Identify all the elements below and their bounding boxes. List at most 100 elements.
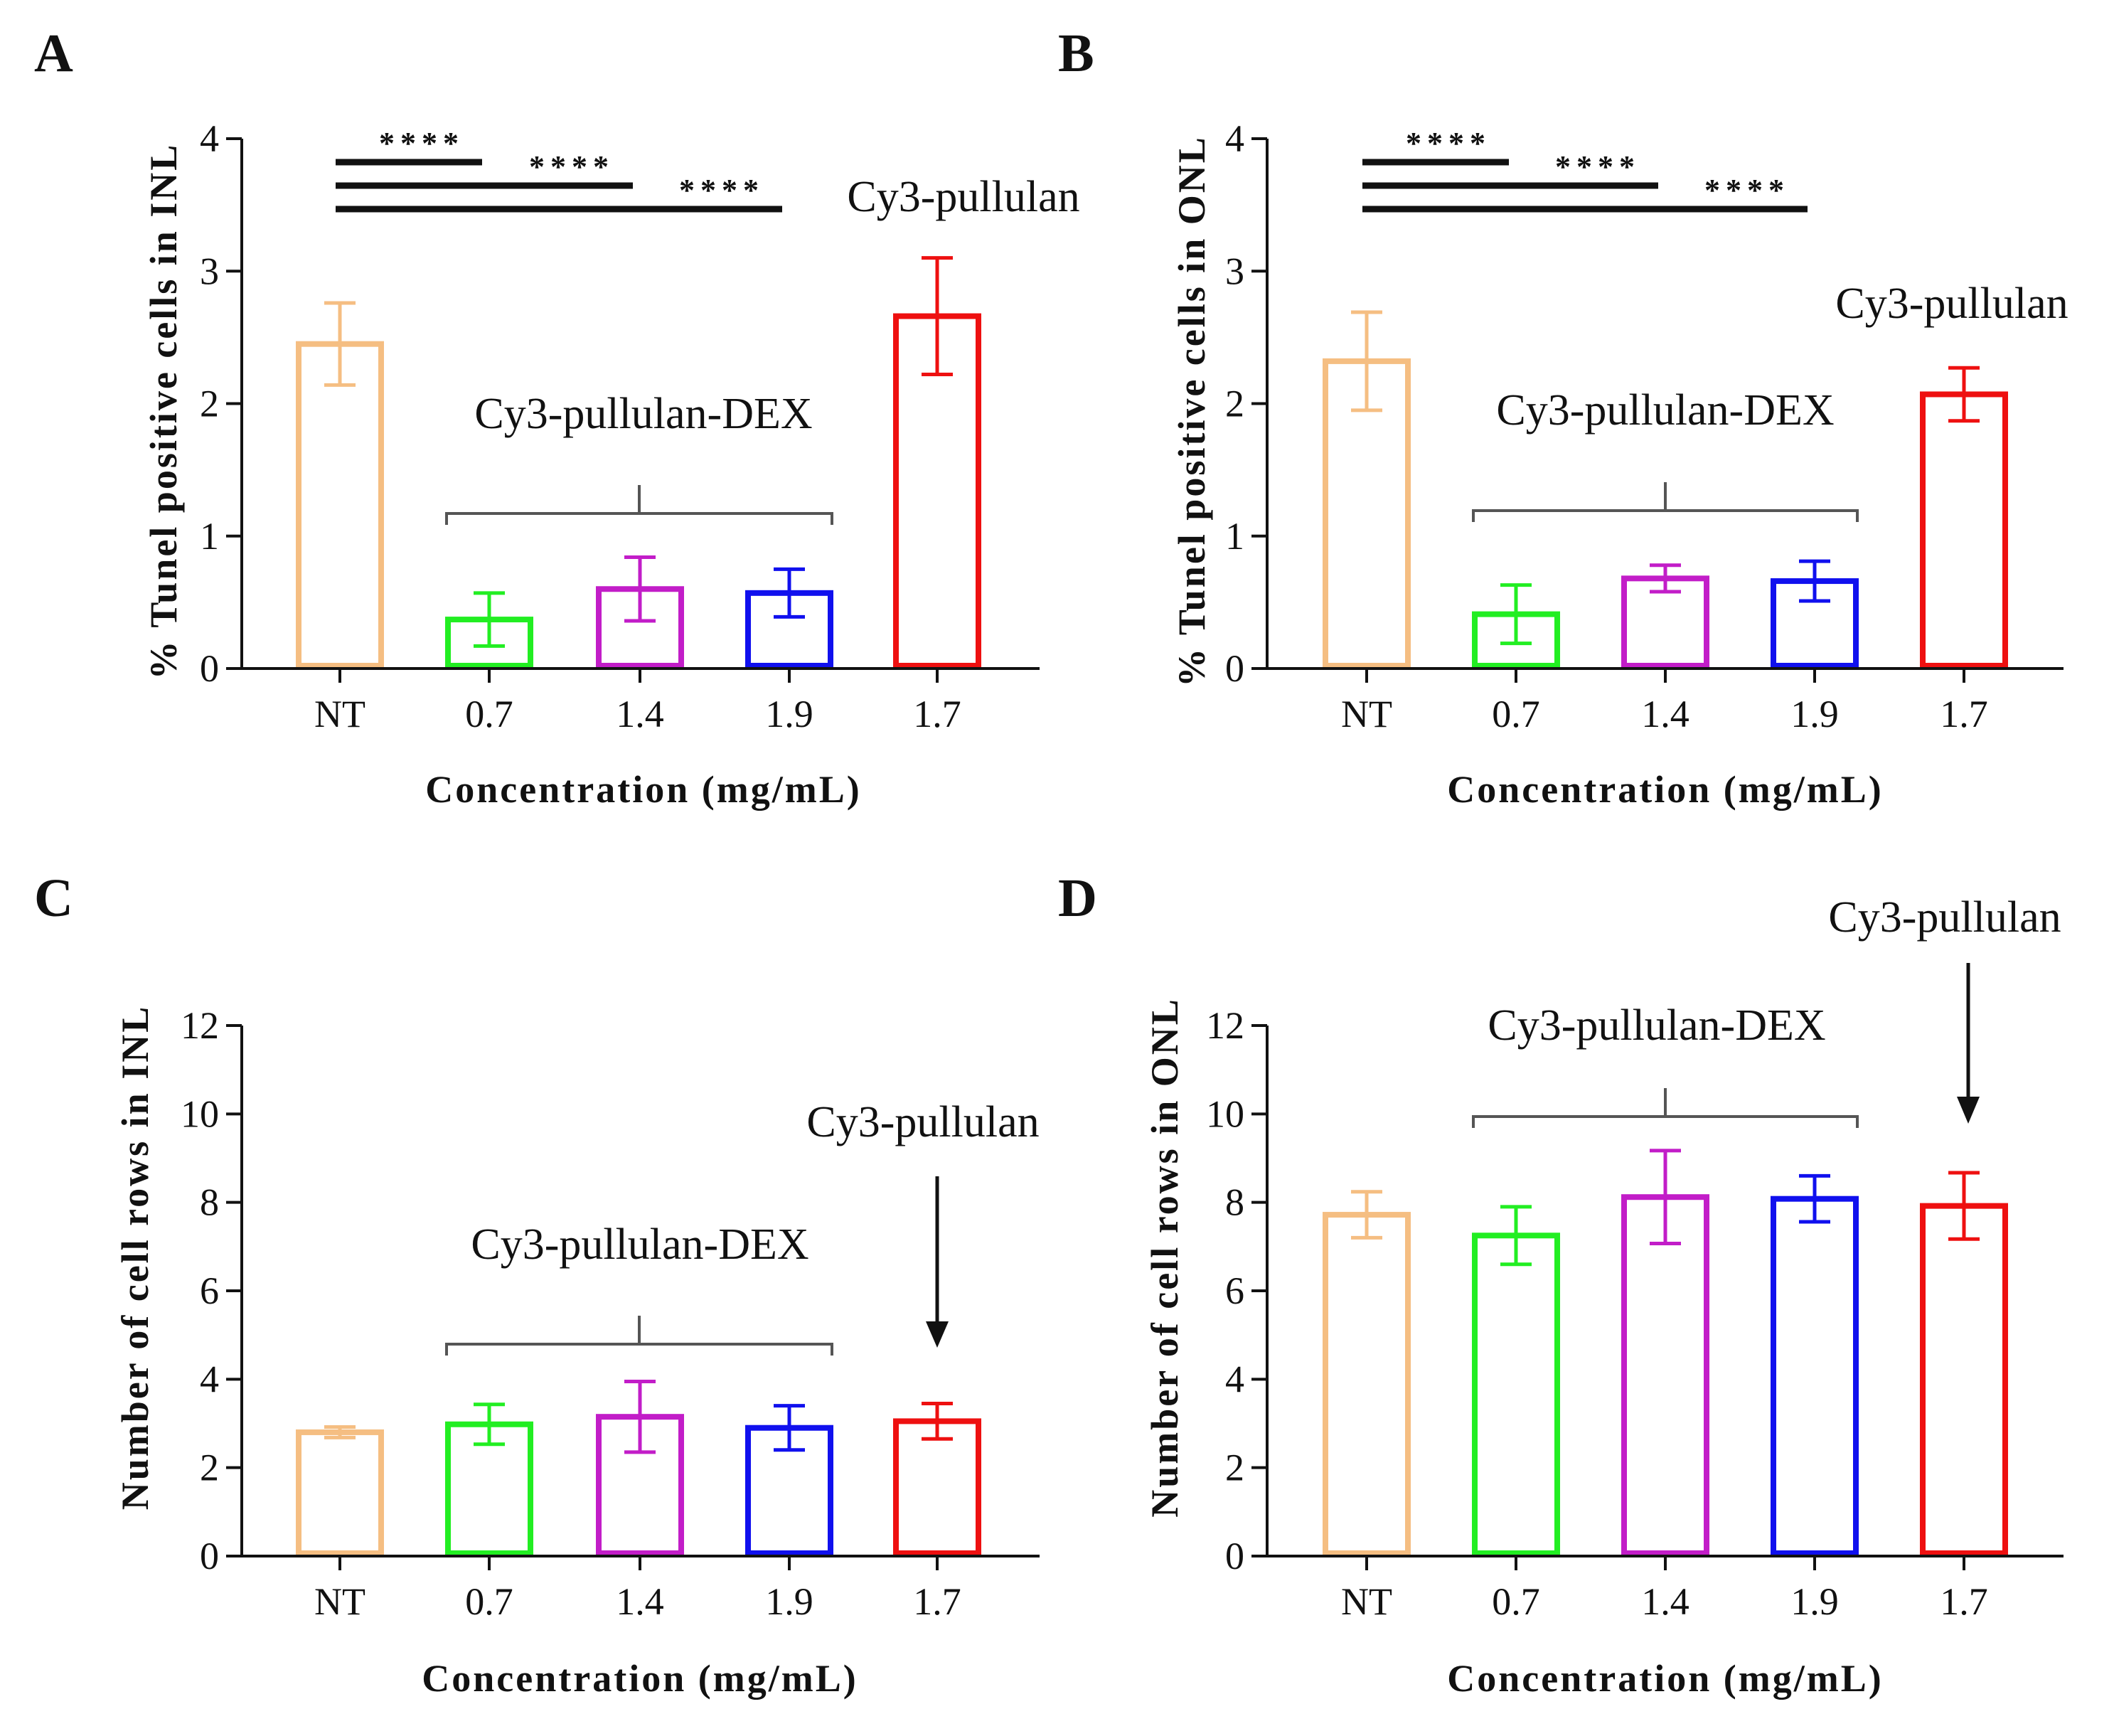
- x-tick-label: 1.9: [1790, 693, 1839, 735]
- y-axis-title: Number of cell rows in ONL: [1143, 997, 1186, 1517]
- bracket-label: Cy3-pullulan-DEX: [1488, 1001, 1825, 1050]
- panel-letter: B: [1058, 23, 1094, 83]
- x-axis-categories: NT 0.7 1.4 1.9 1.7: [1341, 1556, 1988, 1623]
- y-tick-label: 2: [1225, 1447, 1244, 1489]
- y-tick-label: 0: [1225, 647, 1244, 690]
- error-bars: [1351, 310, 1980, 646]
- single-label: Cy3-pullulan: [1835, 279, 2068, 328]
- significance-lines: **** **** ****: [1362, 126, 1808, 213]
- x-tick-label: 0.7: [465, 1580, 513, 1623]
- y-axis-ticks: 0 1 2 3 4: [200, 117, 242, 690]
- single-label: Cy3-pullulan: [806, 1098, 1039, 1146]
- axes: [240, 139, 1040, 670]
- bracket-label: Cy3-pullulan-DEX: [471, 1220, 808, 1269]
- y-axis-title: Number of cell rows in INL: [114, 1005, 156, 1511]
- significance-stars: ****: [1704, 173, 1790, 208]
- x-axis-categories: NT 0.7 1.4 1.9 1.7: [314, 669, 961, 735]
- y-axis-title: % Tunel positive cells in INL: [142, 143, 185, 680]
- bracket-path: [445, 1316, 833, 1356]
- y-tick-label: 4: [200, 117, 219, 160]
- bracket: [445, 485, 833, 525]
- x-tick-label: 1.9: [765, 1580, 813, 1623]
- significance-stars: ****: [679, 173, 764, 208]
- y-axis-ticks: 0 1 2 3 4: [1225, 117, 1267, 690]
- significance-stars: ****: [379, 126, 464, 161]
- panel-b: B % Tunel positive cells in ONL Concentr…: [1058, 23, 2068, 811]
- y-tick-label: 10: [181, 1092, 219, 1135]
- x-tick-label: NT: [314, 693, 365, 735]
- x-tick-label: 1.9: [1790, 1580, 1839, 1623]
- x-axis-title: Concentration (mg/mL): [425, 768, 861, 811]
- y-tick-label: 2: [1225, 383, 1244, 425]
- y-tick-label: 4: [1225, 1358, 1244, 1400]
- x-tick-label: 1.7: [913, 1580, 961, 1623]
- x-tick-label: 1.4: [616, 693, 664, 735]
- x-tick-label: 1.4: [1641, 693, 1689, 735]
- significance-stars: ****: [1406, 126, 1491, 161]
- panel-letter: A: [34, 23, 73, 83]
- x-tick-label: 1.4: [1641, 1580, 1689, 1623]
- x-tick-label: NT: [1341, 1580, 1392, 1623]
- y-tick-label: 4: [200, 1358, 219, 1400]
- axes: [1266, 139, 2064, 670]
- significance-stars: ****: [1555, 149, 1640, 184]
- bracket-label: Cy3-pullulan-DEX: [1496, 386, 1834, 435]
- bracket: [1472, 482, 1859, 522]
- x-axis-title: Concentration (mg/mL): [1447, 768, 1883, 811]
- axes: [1266, 1026, 2064, 1557]
- x-axis-categories: NT 0.7 1.4 1.9 1.7: [1341, 669, 1988, 735]
- y-axis-ticks: 0 2 4 6 8 10 12: [1206, 1004, 1267, 1577]
- y-tick-label: 0: [200, 1535, 219, 1577]
- x-tick-label: 1.7: [1940, 1580, 1988, 1623]
- y-tick-label: 2: [200, 383, 219, 425]
- significance-stars: ****: [529, 149, 614, 184]
- y-tick-label: 12: [1206, 1004, 1244, 1047]
- bracket: [1472, 1088, 1859, 1128]
- y-tick-label: 3: [1225, 250, 1244, 292]
- axes: [240, 1026, 1040, 1557]
- single-label: Cy3-pullulan: [1828, 893, 2061, 942]
- x-tick-label: NT: [314, 1580, 365, 1623]
- y-tick-label: 2: [200, 1447, 219, 1489]
- y-tick-label: 12: [181, 1004, 219, 1047]
- x-axis-title: Concentration (mg/mL): [1447, 1657, 1883, 1700]
- bracket-label: Cy3-pullulan-DEX: [474, 390, 812, 438]
- x-tick-label: 0.7: [465, 693, 513, 735]
- y-tick-label: 6: [200, 1269, 219, 1312]
- x-tick-label: 0.7: [1492, 693, 1540, 735]
- x-tick-label: 0.7: [1492, 1580, 1540, 1623]
- panel-c: C Number of cell rows in INL Concentrati…: [34, 868, 1040, 1700]
- significance-lines: **** **** ****: [336, 126, 782, 213]
- x-tick-label: 1.7: [913, 693, 961, 735]
- arrow-head-icon: [1957, 1097, 1980, 1124]
- bracket-path: [1472, 482, 1859, 522]
- panel-letter: D: [1058, 868, 1097, 928]
- y-tick-label: 6: [1225, 1269, 1244, 1312]
- y-tick-label: 0: [1225, 1535, 1244, 1577]
- error-bars: [324, 1379, 953, 1454]
- y-tick-label: 8: [1225, 1181, 1244, 1224]
- bracket-path: [1472, 1088, 1859, 1128]
- arrow: [1957, 963, 1980, 1124]
- y-tick-label: 3: [200, 250, 219, 292]
- x-tick-label: NT: [1341, 693, 1392, 735]
- x-tick-label: 1.7: [1940, 693, 1988, 735]
- y-tick-label: 4: [1225, 117, 1244, 160]
- panel-a: A % Tunel positive cells in INL Concentr…: [34, 23, 1080, 811]
- bracket-path: [445, 485, 833, 525]
- y-tick-label: 0: [200, 647, 219, 690]
- single-label: Cy3-pullulan: [847, 173, 1079, 221]
- bracket: [445, 1316, 833, 1356]
- x-tick-label: 1.9: [765, 693, 813, 735]
- y-tick-label: 8: [200, 1181, 219, 1224]
- y-tick-label: 1: [200, 515, 219, 558]
- x-tick-label: 1.4: [616, 1580, 664, 1623]
- arrow-head-icon: [926, 1321, 949, 1348]
- panel-d: D Number of cell rows in ONL Concentrati…: [1058, 868, 2064, 1700]
- x-axis-categories: NT 0.7 1.4 1.9 1.7: [314, 1556, 961, 1623]
- x-axis-title: Concentration (mg/mL): [422, 1657, 858, 1700]
- error-bars: [324, 256, 953, 648]
- y-axis-ticks: 0 2 4 6 8 10 12: [181, 1004, 242, 1577]
- y-tick-label: 1: [1225, 515, 1244, 558]
